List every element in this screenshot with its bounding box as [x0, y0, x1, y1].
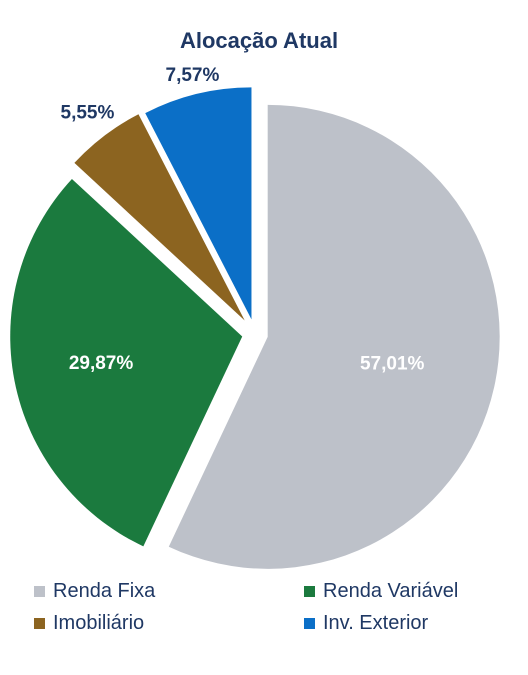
- legend-swatch-imobiliario: [34, 618, 45, 629]
- legend-item-renda-fixa: Renda Fixa: [34, 580, 155, 603]
- data-label-imobiliario: 5,55%: [61, 103, 115, 124]
- legend-label-inv-exterior: Inv. Exterior: [323, 612, 429, 634]
- legend-swatch-renda-variavel: [304, 586, 315, 597]
- legend-swatch-inv-exterior: [304, 618, 315, 629]
- pie-slice-renda-fixa: [168, 104, 500, 569]
- pie-slice-imobiliario: [74, 114, 245, 321]
- data-label-inv-exterior: 7,57%: [166, 65, 220, 86]
- legend-label-renda-variavel: Renda Variável: [323, 580, 459, 602]
- pie-slice-renda-variavel: [10, 178, 243, 547]
- pie-chart: 57,01% 29,87% 5,55% 7,57%: [10, 65, 500, 569]
- legend-item-inv-exterior: Inv. Exterior: [304, 612, 428, 635]
- legend-item-renda-variavel: Renda Variável: [304, 580, 458, 603]
- legend-item-imobiliario: Imobiliário: [34, 612, 144, 635]
- pie-slice-inv-exterior: [145, 87, 252, 320]
- legend-label-renda-fixa: Renda Fixa: [53, 580, 156, 602]
- legend-label-imobiliario: Imobiliário: [53, 612, 145, 634]
- chart-title: Alocação Atual: [179, 28, 339, 53]
- data-label-renda-fixa: 57,01%: [360, 354, 425, 375]
- legend-swatch-renda-fixa: [34, 586, 45, 597]
- data-label-renda-variavel: 29,87%: [69, 353, 134, 374]
